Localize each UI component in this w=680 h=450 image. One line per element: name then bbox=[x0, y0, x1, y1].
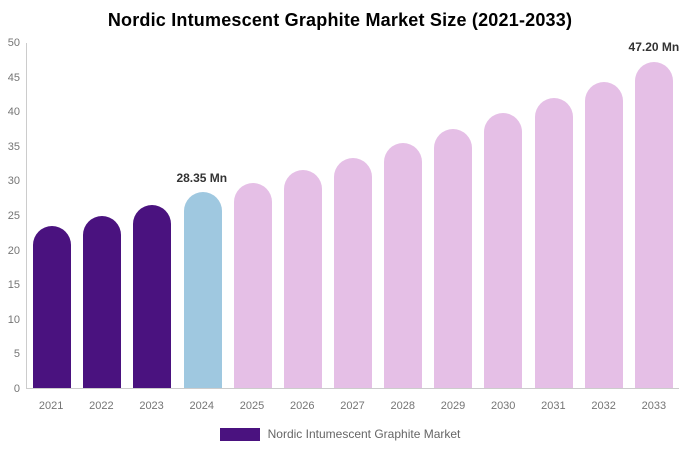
x-tick-label: 2031 bbox=[541, 400, 566, 412]
bar-2033 bbox=[634, 62, 673, 388]
x-tick-label: 2028 bbox=[390, 400, 415, 412]
bars-group bbox=[27, 43, 679, 388]
bar-2029 bbox=[434, 128, 473, 388]
y-tick-label: 25 bbox=[7, 210, 20, 222]
x-tick-label: 2027 bbox=[340, 400, 365, 412]
x-tick-label: 2023 bbox=[139, 400, 164, 412]
y-tick-label: 5 bbox=[13, 348, 20, 361]
bar-slot bbox=[328, 43, 378, 388]
x-tick-label: 2030 bbox=[490, 400, 516, 412]
x-tick-label: 2029 bbox=[440, 400, 466, 412]
bar-2025 bbox=[233, 183, 272, 388]
bar-2027 bbox=[334, 158, 373, 388]
plot-area bbox=[26, 43, 679, 389]
y-tick-label: 45 bbox=[7, 71, 20, 84]
x-tick-label: 2024 bbox=[189, 400, 215, 412]
y-tick-label: 0 bbox=[13, 383, 20, 395]
bar-2030 bbox=[484, 113, 523, 388]
bar-slot bbox=[278, 43, 328, 388]
x-tick-label: 2026 bbox=[290, 400, 315, 412]
bar-2022 bbox=[83, 215, 122, 388]
bar-2031 bbox=[534, 97, 573, 388]
bar-value-annotation: 28.35 Mn bbox=[176, 170, 228, 185]
bar-slot bbox=[478, 43, 528, 388]
bar-value-annotation: 47.20 Mn bbox=[628, 40, 680, 55]
bar-slot bbox=[378, 43, 428, 388]
bar-slot bbox=[529, 43, 579, 388]
legend: Nordic Intumescent Graphite Market bbox=[0, 427, 680, 441]
chart-title: Nordic Intumescent Graphite Market Size … bbox=[107, 10, 573, 30]
y-tick-label: 10 bbox=[7, 313, 20, 326]
y-tick-label: 30 bbox=[7, 175, 20, 188]
x-tick-label: 2021 bbox=[38, 400, 64, 412]
x-tick-label: 2033 bbox=[641, 400, 667, 412]
y-tick-label: 20 bbox=[7, 244, 20, 257]
bar-slot bbox=[127, 43, 177, 388]
x-tick-label: 2025 bbox=[239, 400, 265, 412]
bar-2028 bbox=[384, 143, 423, 388]
bar-2026 bbox=[283, 169, 322, 388]
bar-slot bbox=[579, 43, 629, 388]
y-tick-label: 40 bbox=[7, 106, 20, 119]
legend-label: Nordic Intumescent Graphite Market bbox=[267, 427, 461, 441]
bar-slot bbox=[77, 43, 127, 388]
legend-swatch bbox=[219, 427, 260, 441]
bar-2032 bbox=[584, 82, 623, 388]
bar-slot bbox=[27, 43, 77, 388]
bar-2021 bbox=[33, 225, 72, 388]
bar-2023 bbox=[133, 205, 172, 388]
bar-slot bbox=[428, 43, 478, 388]
y-tick-label: 50 bbox=[7, 37, 20, 49]
x-tick-label: 2032 bbox=[591, 400, 616, 412]
y-tick-label: 15 bbox=[7, 279, 20, 292]
y-tick-label: 35 bbox=[7, 140, 20, 153]
bar-slot bbox=[228, 43, 278, 388]
x-tick-label: 2022 bbox=[89, 400, 114, 412]
bar-2024 bbox=[183, 192, 222, 388]
bar-slot bbox=[629, 43, 679, 388]
bar-slot bbox=[177, 43, 227, 388]
